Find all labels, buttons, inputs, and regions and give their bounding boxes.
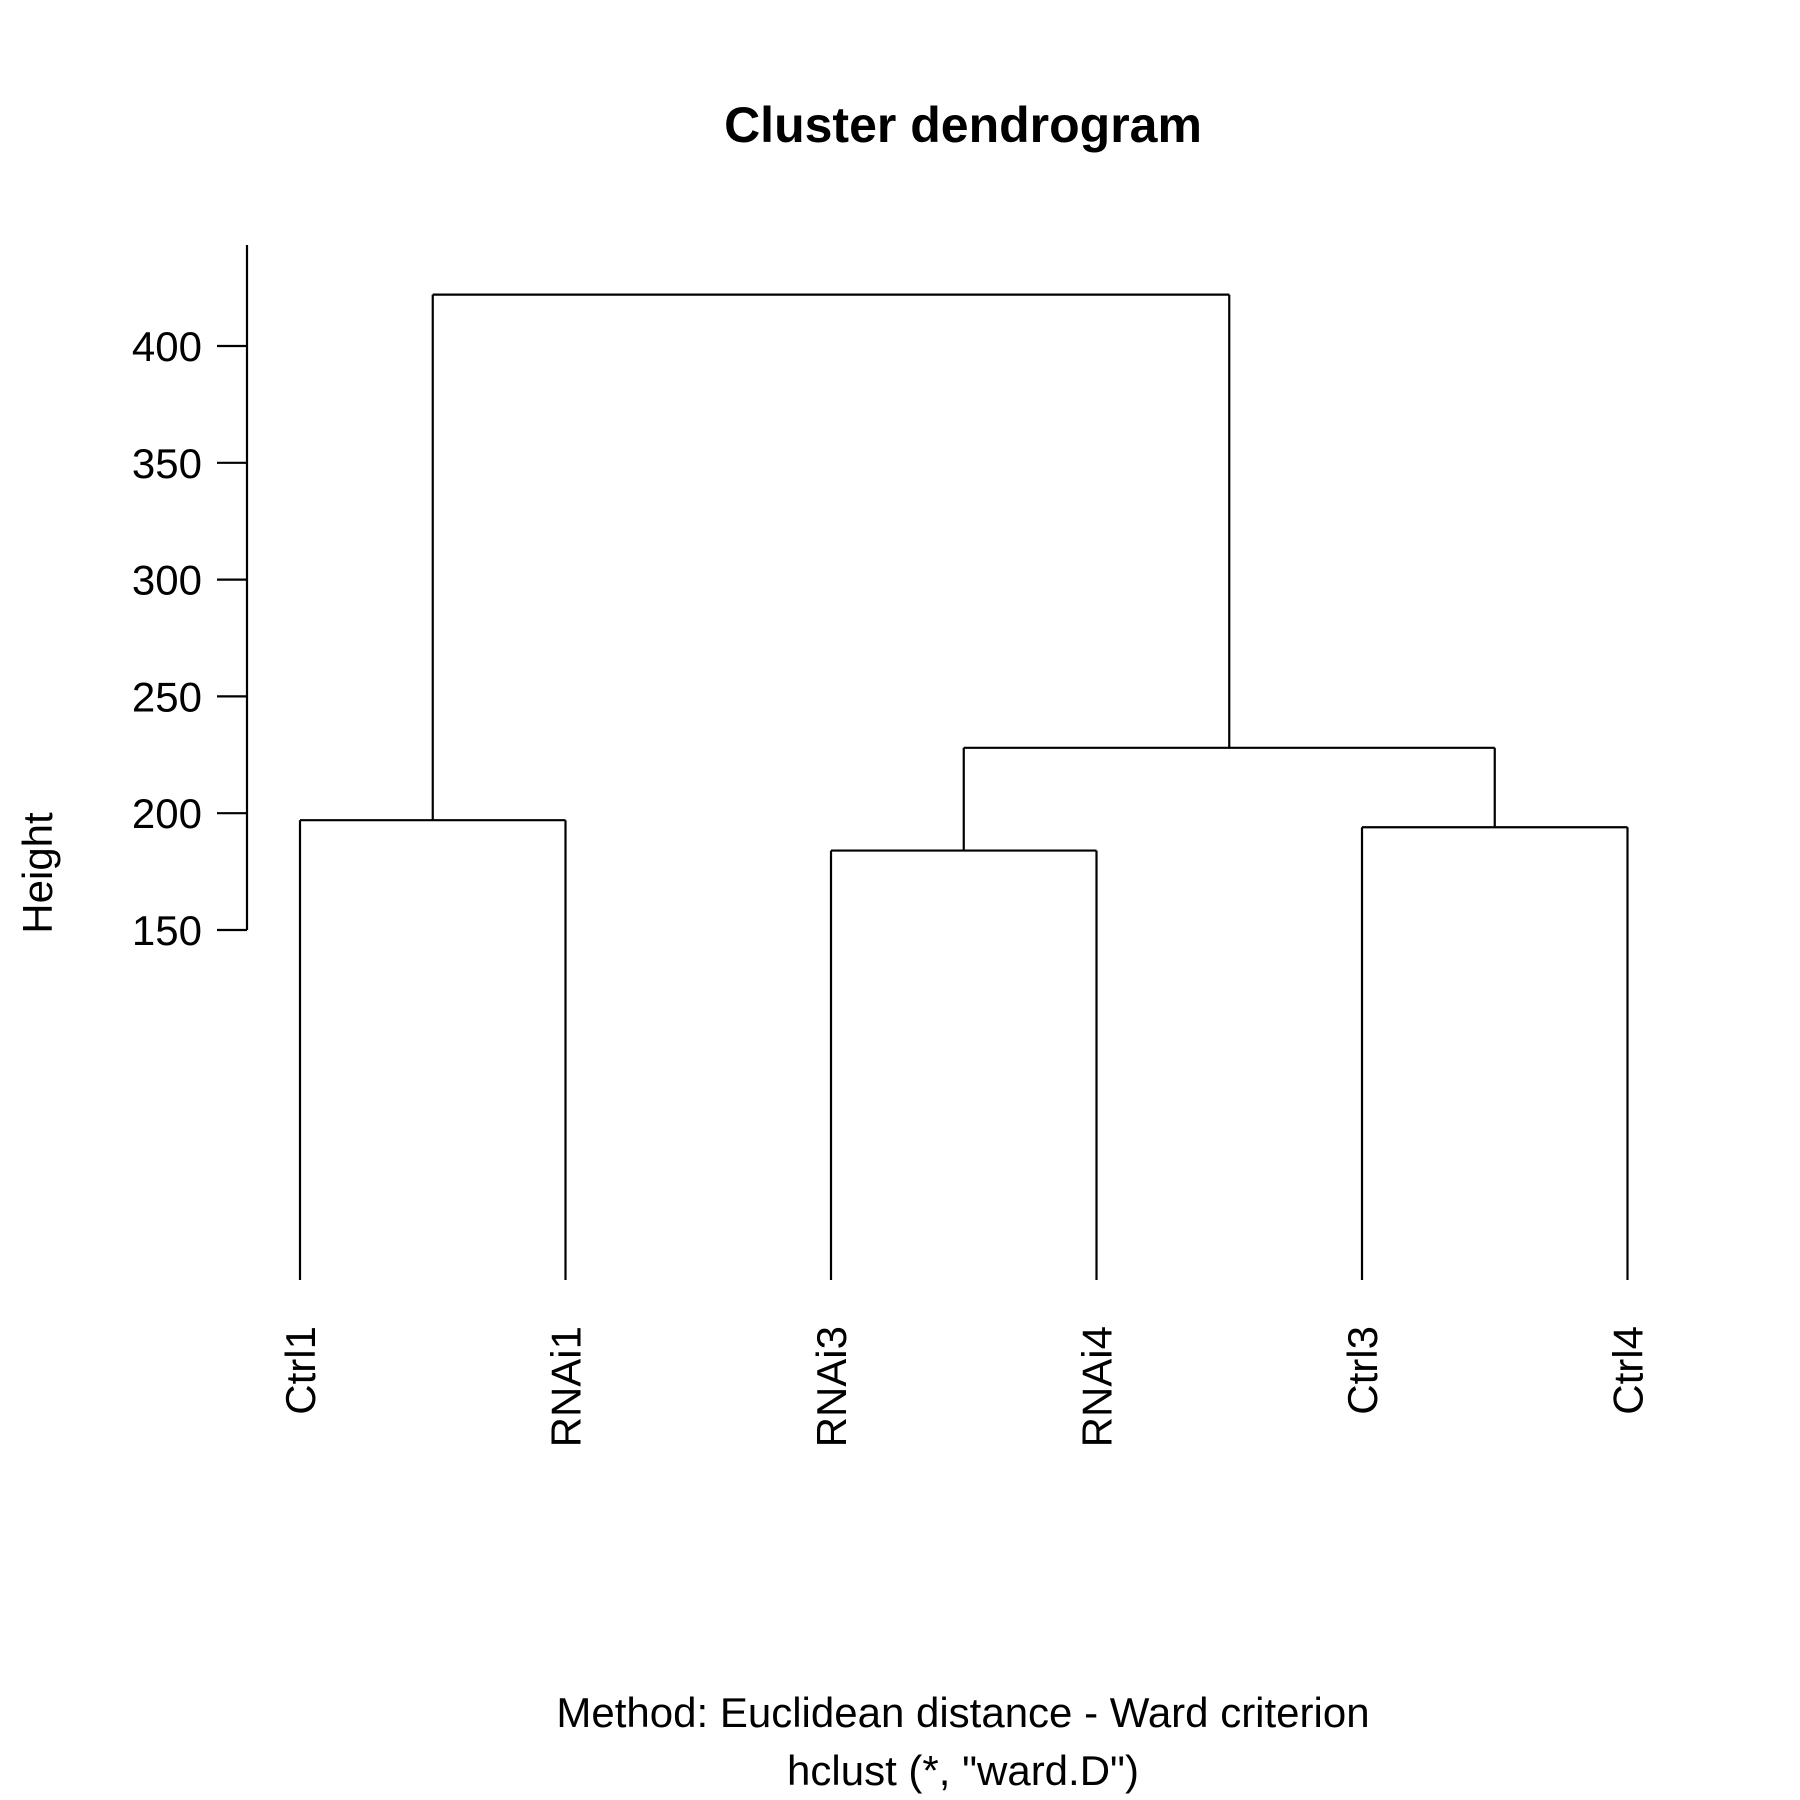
y-axis: 150 200 250 300 350 400 <box>132 245 249 954</box>
leaf-label: Ctrl1 <box>277 1326 324 1415</box>
chart-title: Cluster dendrogram <box>724 97 1202 153</box>
y-axis-label: Height <box>14 812 61 934</box>
leaf-label: RNAi4 <box>1074 1326 1121 1447</box>
y-tick-label: 250 <box>132 673 202 720</box>
y-tick-label: 150 <box>132 907 202 954</box>
leaf-label: Ctrl3 <box>1339 1326 1386 1415</box>
dendrogram-tree <box>298 293 1629 1280</box>
leaf-label: Ctrl4 <box>1605 1326 1652 1415</box>
y-tick-label: 200 <box>132 790 202 837</box>
method-subtitle: Method: Euclidean distance - Ward criter… <box>556 1689 1369 1736</box>
leaf-labels: Ctrl1 RNAi1 RNAi3 RNAi4 Ctrl3 Ctrl4 <box>277 1326 1652 1447</box>
hclust-subtitle: hclust (*, "ward.D") <box>787 1747 1139 1794</box>
y-tick-label: 400 <box>132 323 202 370</box>
y-tick-label: 350 <box>132 440 202 487</box>
y-tick-label: 300 <box>132 557 202 604</box>
leaf-label: RNAi3 <box>808 1326 855 1447</box>
leaf-label: RNAi1 <box>543 1326 590 1447</box>
